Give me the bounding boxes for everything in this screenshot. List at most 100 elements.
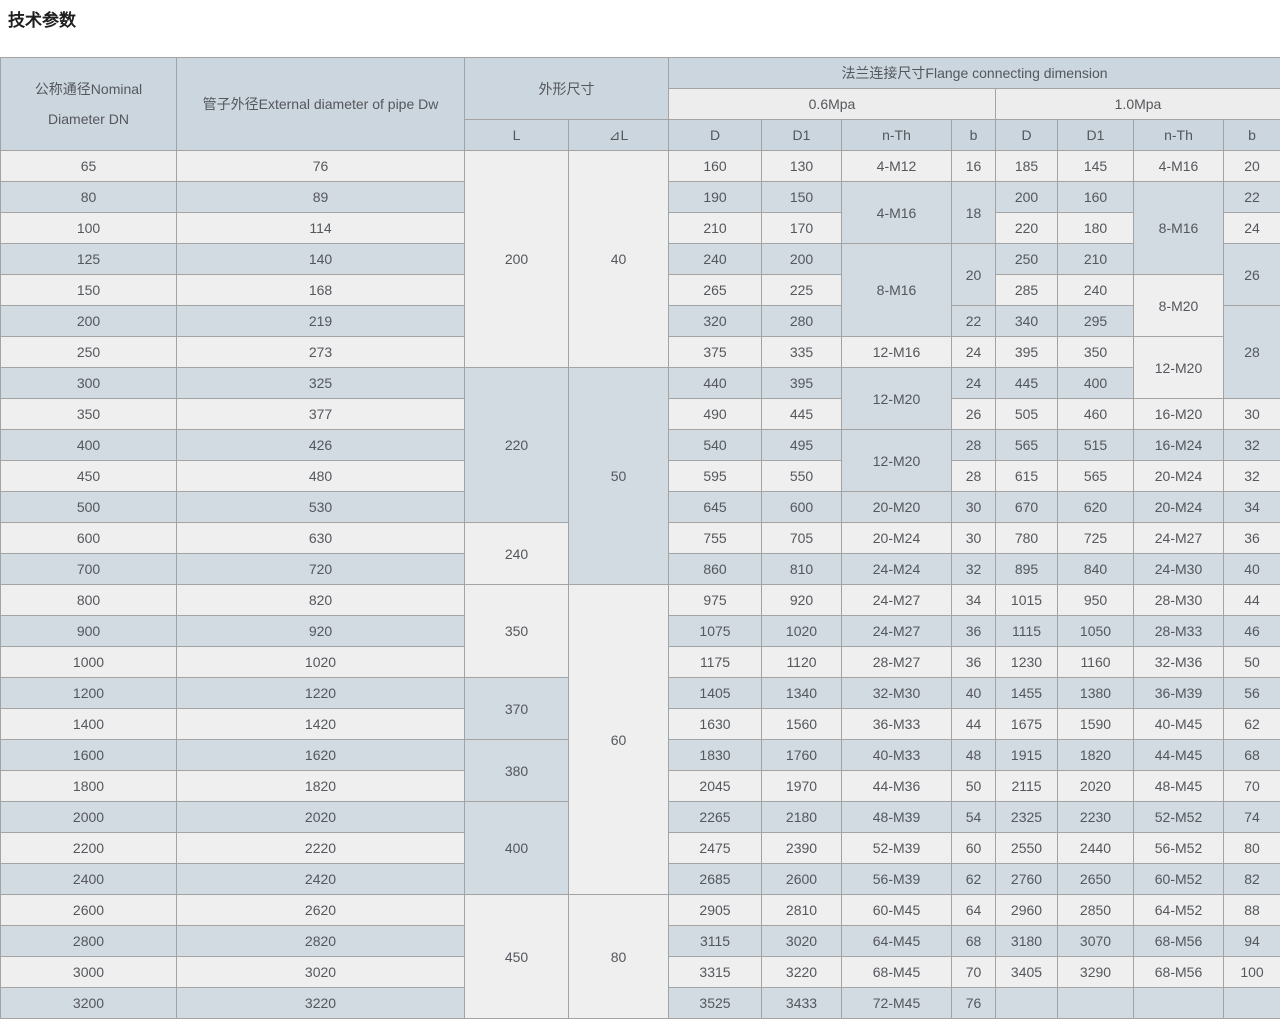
cell-dw: 920 xyxy=(176,615,465,647)
header-10-d: D xyxy=(995,119,1058,151)
cell-10-b: 50 xyxy=(1223,646,1280,678)
header-nominal-diameter-line2: Diameter DN xyxy=(48,111,129,127)
cell-06-d1: 445 xyxy=(761,398,842,430)
table-row: 3000 3020 3315 3220 68-M45 70 3405 3290 68-M56 10… xyxy=(0,956,1280,988)
cell-10-nth: 16-M20 xyxy=(1133,398,1224,430)
page: 技术参数 公称通径Nominal Diameter DN 管子外径External… xyxy=(0,10,1280,1019)
cell-06-b: 16 xyxy=(951,150,996,182)
header-row-pressure: 0.6Mpa 1.0Mpa xyxy=(1,88,1280,120)
cell-10-d: 565 xyxy=(995,429,1058,461)
cell-dw: 720 xyxy=(176,553,465,585)
cell-06-b: 60 xyxy=(951,832,996,864)
cell-10-b: 22 xyxy=(1223,181,1280,213)
table-row: 450 480 595 550 28 615 565 20-M24 32 xyxy=(0,460,1280,492)
cell-10-b: 32 xyxy=(1223,429,1280,461)
header-06-d1: D1 xyxy=(761,119,842,151)
cell-06-d: 3525 xyxy=(668,987,762,1019)
cell-06-b: 22 xyxy=(951,305,996,337)
cell-dw: 1420 xyxy=(176,708,465,740)
table-row: 1000 1020 1175 1120 28-M27 36 1230 1160 32-M36 50 xyxy=(0,646,1280,678)
cell-10-nth: 48-M45 xyxy=(1133,770,1224,802)
cell-l: 380 xyxy=(464,739,569,802)
cell-dn: 1800 xyxy=(0,770,177,802)
cell-06-d1: 1760 xyxy=(761,739,842,771)
cell-dw: 377 xyxy=(176,398,465,430)
cell-06-d: 265 xyxy=(668,274,762,306)
cell-10-d: 2325 xyxy=(995,801,1058,833)
cell-06-d: 2905 xyxy=(668,894,762,926)
cell-06-nth: 32-M30 xyxy=(841,677,952,709)
header-pipe-external-diameter: 管子外径External diameter of pipe Dw xyxy=(176,57,465,151)
cell-06-b: 64 xyxy=(951,894,996,926)
cell-dw: 168 xyxy=(176,274,465,306)
cell-10-d1: 350 xyxy=(1057,336,1134,368)
cell-06-b: 34 xyxy=(951,584,996,616)
cell-dw: 140 xyxy=(176,243,465,275)
cell-06-d1: 2600 xyxy=(761,863,842,895)
cell-delta-l: 60 xyxy=(568,584,669,895)
cell-06-d: 2045 xyxy=(668,770,762,802)
cell-06-b: 24 xyxy=(951,336,996,368)
cell-10-d: 445 xyxy=(995,367,1058,399)
cell-06-nth: 56-M39 xyxy=(841,863,952,895)
cell-dn: 350 xyxy=(0,398,177,430)
table-body: 65 76 200 40 160 130 4-M12 16 185 145 4-M16 20 80 89 1… xyxy=(0,150,1280,1019)
cell-dw: 114 xyxy=(176,212,465,244)
cell-06-d1: 1970 xyxy=(761,770,842,802)
cell-06-d1: 1340 xyxy=(761,677,842,709)
cell-10-b: 62 xyxy=(1223,708,1280,740)
cell-10-nth: 40-M45 xyxy=(1133,708,1224,740)
cell-06-d: 1075 xyxy=(668,615,762,647)
cell-10-d1: 565 xyxy=(1057,460,1134,492)
cell-10-d1: 460 xyxy=(1057,398,1134,430)
cell-dw: 3220 xyxy=(176,987,465,1019)
cell-06-d: 160 xyxy=(668,150,762,182)
table-row: 500 530 645 600 20-M20 30 670 620 20-M24 34 xyxy=(0,491,1280,523)
cell-dn: 2400 xyxy=(0,863,177,895)
page-title-text: 技术参数 xyxy=(8,11,76,30)
cell-dn: 400 xyxy=(0,429,177,461)
cell-06-d1: 395 xyxy=(761,367,842,399)
cell-10-b: 56 xyxy=(1223,677,1280,709)
cell-06-d1: 2810 xyxy=(761,894,842,926)
cell-06-d1: 2390 xyxy=(761,832,842,864)
cell-10-nth: 24-M30 xyxy=(1133,553,1224,585)
cell-l: 450 xyxy=(464,894,569,1019)
header-10-b: b xyxy=(1223,119,1280,151)
cell-10-d1: 3070 xyxy=(1057,925,1134,957)
cell-06-d: 2475 xyxy=(668,832,762,864)
cell-06-d: 1630 xyxy=(668,708,762,740)
cell-06-nth: 4-M16 xyxy=(841,181,952,244)
cell-10-nth: 52-M52 xyxy=(1133,801,1224,833)
cell-06-nth: 4-M12 xyxy=(841,150,952,182)
cell-06-b: 54 xyxy=(951,801,996,833)
cell-10-d xyxy=(995,987,1058,1019)
cell-10-d1: 515 xyxy=(1057,429,1134,461)
cell-06-nth: 28-M27 xyxy=(841,646,952,678)
cell-10-b: 40 xyxy=(1223,553,1280,585)
cell-dw: 2220 xyxy=(176,832,465,864)
cell-l: 220 xyxy=(464,367,569,523)
cell-10-nth: 68-M56 xyxy=(1133,925,1224,957)
cell-dn: 3200 xyxy=(0,987,177,1019)
table-row: 600 630 240 755 705 20-M24 30 780 725 24-M27 36 xyxy=(0,522,1280,585)
cell-10-d: 2960 xyxy=(995,894,1058,926)
cell-10-nth: 44-M45 xyxy=(1133,739,1224,771)
cell-06-d: 1405 xyxy=(668,677,762,709)
cell-06-nth: 68-M45 xyxy=(841,956,952,988)
cell-10-d1: 840 xyxy=(1057,553,1134,585)
cell-10-d1: 2850 xyxy=(1057,894,1134,926)
table-row: 125 140 240 200 8-M16 20 250 210 26 xyxy=(0,243,1280,337)
cell-10-nth: 24-M27 xyxy=(1133,522,1224,554)
cell-06-d1: 600 xyxy=(761,491,842,523)
cell-06-d: 755 xyxy=(668,522,762,554)
table-row: 2400 2420 2685 2600 56-M39 62 2760 2650 60-M52 82 xyxy=(0,863,1280,895)
cell-06-d: 3315 xyxy=(668,956,762,988)
cell-06-nth: 44-M36 xyxy=(841,770,952,802)
cell-10-d1: 400 xyxy=(1057,367,1134,399)
cell-06-d1: 150 xyxy=(761,181,842,213)
cell-10-d1: 295 xyxy=(1057,305,1134,337)
cell-dw: 630 xyxy=(176,522,465,554)
header-row-groups: 公称通径Nominal Diameter DN 管子外径External diam… xyxy=(0,57,1280,151)
page-title: 技术参数 xyxy=(8,10,1280,31)
